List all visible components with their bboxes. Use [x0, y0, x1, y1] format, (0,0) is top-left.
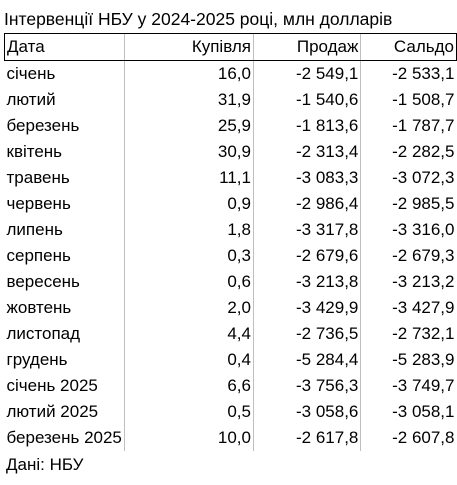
- header-date: Дата: [4, 33, 125, 61]
- purchase-cell: 6,6: [123, 373, 254, 399]
- table-row: березень 25,9 -1 813,6 -1 787,7: [5, 113, 457, 139]
- month-cell: січень: [6, 64, 56, 83]
- sale-cell: -2 679,6: [252, 243, 361, 269]
- table-row: лютий 31,9 -1 540,6 -1 508,7: [5, 87, 457, 113]
- table-row: червень 0,9 -2 986,4 -2 985,5: [5, 191, 457, 217]
- table-row: грудень 0,4 -5 284,4 -5 283,9: [5, 347, 457, 373]
- month-cell: квітень: [6, 142, 63, 161]
- table-row: листопад 4,4 -2 736,5 -2 732,1: [5, 321, 457, 347]
- month-cell: березень: [6, 116, 80, 135]
- table-title: Інтервенції НБУ у 2024-2025 році, млн до…: [4, 9, 393, 29]
- balance-cell: -3 058,1: [360, 399, 457, 425]
- sale-cell: -2 986,4: [252, 191, 361, 217]
- purchase-cell: 0,3: [123, 243, 254, 269]
- month-cell: серпень: [6, 246, 71, 265]
- month-cell: жовтень: [6, 298, 72, 317]
- month-cell: грудень: [6, 350, 68, 369]
- sale-cell: -3 317,8: [252, 217, 361, 243]
- sale-cell: -3 058,6: [252, 399, 361, 425]
- month-cell: березень 2025: [6, 428, 122, 447]
- month-cell: лютий: [6, 90, 56, 109]
- purchase-cell: 2,0: [123, 295, 254, 321]
- sale-cell: -2 313,4: [252, 139, 361, 165]
- balance-cell: -5 283,9: [360, 347, 457, 373]
- purchase-cell: 0,4: [123, 347, 254, 373]
- purchase-cell: 16,0: [123, 60, 254, 87]
- balance-cell: -3 072,3: [360, 165, 457, 191]
- sale-cell: -2 736,5: [252, 321, 361, 347]
- balance-cell: -2 533,1: [360, 60, 457, 87]
- purchase-cell: 0,9: [123, 191, 254, 217]
- purchase-cell: 10,0: [123, 425, 254, 451]
- purchase-cell: 25,9: [123, 113, 254, 139]
- table-row: січень 2025 6,6 -3 756,3 -3 749,7: [5, 373, 457, 399]
- month-cell: лютий 2025: [6, 402, 99, 421]
- purchase-cell: 4,4: [123, 321, 254, 347]
- sale-cell: -5 284,4: [252, 347, 361, 373]
- table-row: вересень 0,6 -3 213,8 -3 213,2: [5, 269, 457, 295]
- month-cell: листопад: [6, 324, 81, 343]
- table-row: жовтень 2,0 -3 429,9 -3 427,9: [5, 295, 457, 321]
- month-cell: червень: [6, 194, 71, 213]
- purchase-cell: 0,6: [123, 269, 254, 295]
- sale-cell: -1 540,6: [252, 87, 361, 113]
- month-cell: травень: [6, 168, 70, 187]
- balance-cell: -3 213,2: [360, 269, 457, 295]
- month-cell: вересень: [6, 272, 80, 291]
- table-row: квітень 30,9 -2 313,4 -2 282,5: [5, 139, 457, 165]
- purchase-cell: 0,5: [123, 399, 254, 425]
- table-row: лютий 2025 0,5 -3 058,6 -3 058,1: [5, 399, 457, 425]
- sale-cell: -1 813,6: [252, 113, 361, 139]
- sale-cell: -3 083,3: [252, 165, 361, 191]
- purchase-cell: 31,9: [123, 87, 254, 113]
- month-cell: липень: [6, 220, 63, 239]
- header-balance: Сальдо: [360, 33, 457, 61]
- sale-cell: -3 213,8: [252, 269, 361, 295]
- sale-cell: -2 617,8: [252, 425, 361, 451]
- table-row: серпень 0,3 -2 679,6 -2 679,3: [5, 243, 457, 269]
- balance-cell: -3 427,9: [360, 295, 457, 321]
- purchase-cell: 11,1: [123, 165, 254, 191]
- table-row: березень 2025 10,0 -2 617,8 -2 607,8: [5, 425, 457, 451]
- balance-cell: -2 282,5: [360, 139, 457, 165]
- table-row: січень 16,0 -2 549,1 -2 533,1: [5, 60, 457, 87]
- purchase-cell: 1,8: [123, 217, 254, 243]
- sale-cell: -3 429,9: [252, 295, 361, 321]
- balance-cell: -2 607,8: [360, 425, 457, 451]
- interventions-table: Дата Купівля Продаж Сальдо січень 16,0 -2 …: [4, 33, 457, 451]
- month-cell: січень 2025: [6, 376, 98, 395]
- header-purchase: Купівля: [123, 33, 254, 61]
- sale-cell: -2 549,1: [252, 60, 361, 87]
- balance-cell: -1 508,7: [360, 87, 457, 113]
- header-row: Дата Купівля Продаж Сальдо: [4, 33, 457, 61]
- table-row: травень 11,1 -3 083,3 -3 072,3: [5, 165, 457, 191]
- balance-cell: -2 985,5: [360, 191, 457, 217]
- header-sale: Продаж: [252, 33, 361, 61]
- source-note: Дані: НБУ: [6, 455, 84, 474]
- table-row: липень 1,8 -3 317,8 -3 316,0: [5, 217, 457, 243]
- balance-cell: -3 316,0: [360, 217, 457, 243]
- sale-cell: -3 756,3: [252, 373, 361, 399]
- balance-cell: -3 749,7: [360, 373, 457, 399]
- purchase-cell: 30,9: [123, 139, 254, 165]
- balance-cell: -2 732,1: [360, 321, 457, 347]
- balance-cell: -1 787,7: [360, 113, 457, 139]
- balance-cell: -2 679,3: [360, 243, 457, 269]
